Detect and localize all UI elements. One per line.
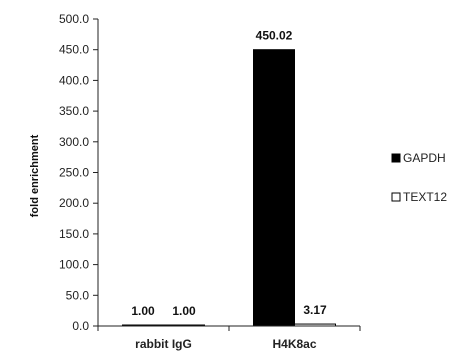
data-label: 1.00 <box>172 304 196 318</box>
category-labels: rabbit IgG H4K8ac <box>135 337 317 351</box>
y-tick-label: 500.0 <box>59 12 89 26</box>
legend-swatch-gapdh <box>391 153 401 163</box>
data-label: 450.02 <box>256 29 293 43</box>
y-tick-label: 350.0 <box>59 104 89 118</box>
x-category-label: rabbit IgG <box>135 337 192 351</box>
y-axis-ticks: 0.0 50.0 100.0 150.0 200.0 250.0 300.0 350.0 400… <box>59 12 98 333</box>
bar-gapdh-1 <box>253 49 295 327</box>
legend: GAPDH TEXT12 <box>391 151 447 204</box>
legend-label-text12: TEXT12 <box>403 190 447 204</box>
y-tick-label: 300.0 <box>59 135 89 149</box>
legend-label-gapdh: GAPDH <box>403 151 446 165</box>
bar-group <box>122 49 336 327</box>
y-tick-label: 400.0 <box>59 73 89 87</box>
y-axis-title: fold enrichment <box>29 134 41 217</box>
y-tick-label: 450.0 <box>59 43 89 57</box>
data-label: 3.17 <box>303 303 327 317</box>
y-tick-label: 50.0 <box>66 288 90 302</box>
y-tick-label: 200.0 <box>59 196 89 210</box>
axes <box>97 19 361 331</box>
data-label: 1.00 <box>131 304 155 318</box>
y-tick-label: 150.0 <box>59 227 89 241</box>
y-tick-label: 250.0 <box>59 166 89 180</box>
y-tick-label: 100.0 <box>59 258 89 272</box>
x-category-label: H4K8ac <box>272 337 316 351</box>
y-tick-label: 0.0 <box>72 319 89 333</box>
data-labels: 1.00 450.02 1.00 3.17 <box>131 29 327 318</box>
legend-swatch-text12 <box>391 192 401 202</box>
